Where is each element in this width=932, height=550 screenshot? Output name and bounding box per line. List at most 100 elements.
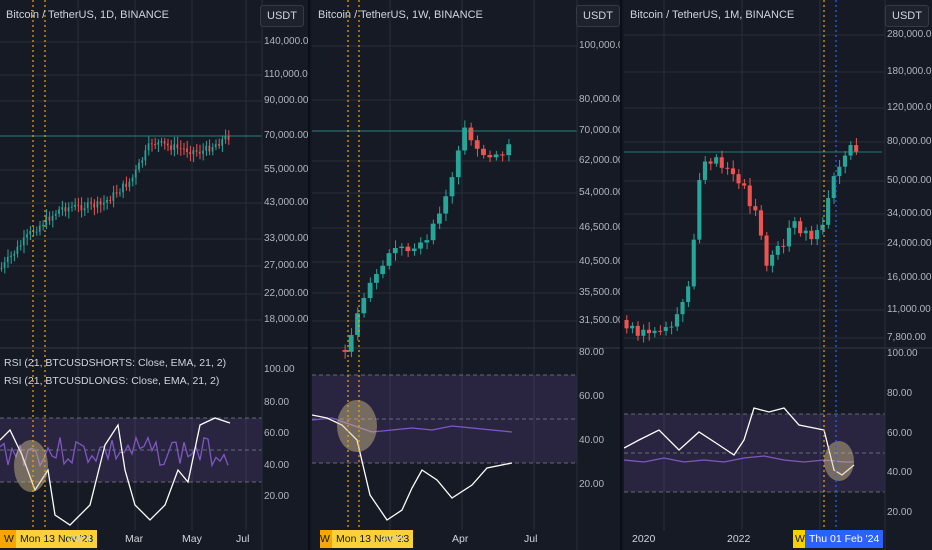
candle-body [208, 145, 211, 152]
price-axis-label: 40,500.00 [579, 256, 620, 267]
rsi-axis-label: 80.00 [887, 388, 913, 399]
candle-body [809, 230, 814, 240]
rsi-shorts-line [624, 407, 855, 476]
candle-body [221, 139, 223, 146]
currency-button[interactable]: USDT [576, 5, 620, 27]
candle-body [189, 151, 191, 155]
candle-body [725, 167, 730, 169]
candle-body [93, 203, 95, 208]
rsi-axis-label: 80.00 [264, 397, 290, 408]
price-axis-label: 50,000.00 [887, 175, 932, 186]
rsi-legend-longs[interactable]: RSI (21, BTCUSDLONGS: Close, EMA, 21, 2) [4, 375, 220, 387]
candle-body [205, 145, 207, 151]
candle-body [141, 160, 143, 163]
currency-button[interactable]: USDT [260, 5, 304, 27]
candle-body [635, 325, 640, 336]
rsi-longs-line [312, 417, 513, 433]
candle-body [764, 235, 769, 266]
chart-canvas-1d[interactable] [0, 0, 308, 550]
candle-body [842, 155, 847, 167]
candle-body [109, 200, 111, 202]
price-axis-label: 46,500.00 [579, 222, 620, 233]
symbol-title: Bitcoin / TetherUS, 1D, BINANCE [6, 9, 170, 21]
candle-body [22, 237, 25, 246]
panel-separator[interactable] [308, 0, 310, 550]
rsi-longs-line [0, 435, 229, 468]
chart-panel-1d[interactable]: Bitcoin / TetherUS, 1D, BINANCE USDT RSI… [0, 0, 308, 550]
candle-body [83, 208, 86, 211]
price-axis-label: 55,000.00 [264, 164, 308, 175]
price-axis-label: 22,000.00 [264, 288, 308, 299]
candle-body [115, 192, 118, 194]
chart-canvas-1w[interactable] [312, 0, 620, 550]
price-axis-label: 70,000.00 [264, 130, 308, 141]
candle-body [658, 330, 663, 332]
candle-body [702, 161, 707, 180]
candle-body [399, 246, 404, 249]
candle-body [803, 230, 808, 234]
candle-body [742, 183, 747, 186]
candle-body [669, 326, 674, 328]
candle-body [758, 210, 763, 236]
candle-body [29, 230, 31, 235]
price-axis-label: 54,000.00 [579, 187, 620, 198]
candle-body [663, 327, 668, 331]
candle-body [179, 148, 182, 150]
rsi-axis-label: 20.00 [579, 479, 605, 490]
candle-body [786, 227, 791, 247]
candle-body [166, 143, 169, 146]
candle-body [342, 350, 348, 352]
candle-body [719, 157, 724, 168]
time-axis-label: 2020 [632, 533, 656, 545]
price-axis-label: 62,000.00 [579, 155, 620, 166]
candle-body [170, 145, 172, 150]
candle-body [16, 246, 19, 254]
rsi-axis-label: 20.00 [264, 491, 290, 502]
candle-body [770, 254, 775, 266]
candle-body [462, 127, 467, 151]
rsi-axis-label: 60.00 [264, 428, 290, 439]
candle-body [686, 286, 691, 302]
candle-body [624, 320, 629, 329]
chart-panel-1w[interactable]: Bitcoin / TetherUS, 1W, BINANCE USDT W M… [312, 0, 620, 550]
candle-body [443, 196, 449, 214]
candle-body [826, 197, 831, 225]
rsi-axis-label: 40.00 [887, 467, 913, 478]
date-badge-prefix: W [0, 530, 16, 548]
price-axis-label: 7,800.00 [887, 332, 926, 343]
price-axis-label: 24,000.00 [887, 238, 932, 249]
candle-body [831, 176, 836, 198]
chart-panel-1m[interactable]: Bitcoin / TetherUS, 1M, BINANCE USDT W T… [624, 0, 932, 550]
candle-body [70, 206, 73, 208]
panel-separator[interactable] [620, 0, 622, 550]
candle-body [26, 234, 28, 238]
candle-body [418, 242, 423, 249]
candle-body [367, 282, 373, 299]
currency-button[interactable]: USDT [885, 5, 929, 27]
price-axis-label: 16,000.00 [887, 272, 932, 283]
candle-body [202, 150, 204, 154]
candle-body [96, 201, 99, 208]
price-axis-label: 90,000.00 [264, 95, 308, 106]
price-axis-label: 70,000.00 [579, 125, 620, 136]
candle-body [86, 202, 89, 209]
candle-body [163, 141, 166, 144]
price-axis-label: 180,000.00 [887, 66, 932, 77]
candle-body [198, 151, 201, 154]
date-badge: Thu 01 Feb '24 [805, 530, 884, 548]
candle-body [641, 329, 646, 336]
candle-body [19, 245, 22, 247]
candle-body [45, 216, 47, 225]
candle-body [500, 154, 505, 156]
candle-body [80, 204, 83, 211]
candle-body [708, 161, 713, 164]
chart-canvas-1m[interactable] [624, 0, 932, 550]
price-axis-label: 100,000.00 [579, 40, 620, 51]
price-axis-label: 80,000.00 [887, 136, 932, 147]
price-axis-label: 80,000.00 [579, 94, 620, 105]
rsi-shorts-line [312, 414, 513, 521]
rsi-legend-shorts[interactable]: RSI (21, BTCUSDSHORTS: Close, EMA, 21, 2… [4, 357, 227, 369]
candle-body [125, 183, 127, 187]
candle-body [58, 209, 60, 214]
candle-body [455, 150, 461, 178]
